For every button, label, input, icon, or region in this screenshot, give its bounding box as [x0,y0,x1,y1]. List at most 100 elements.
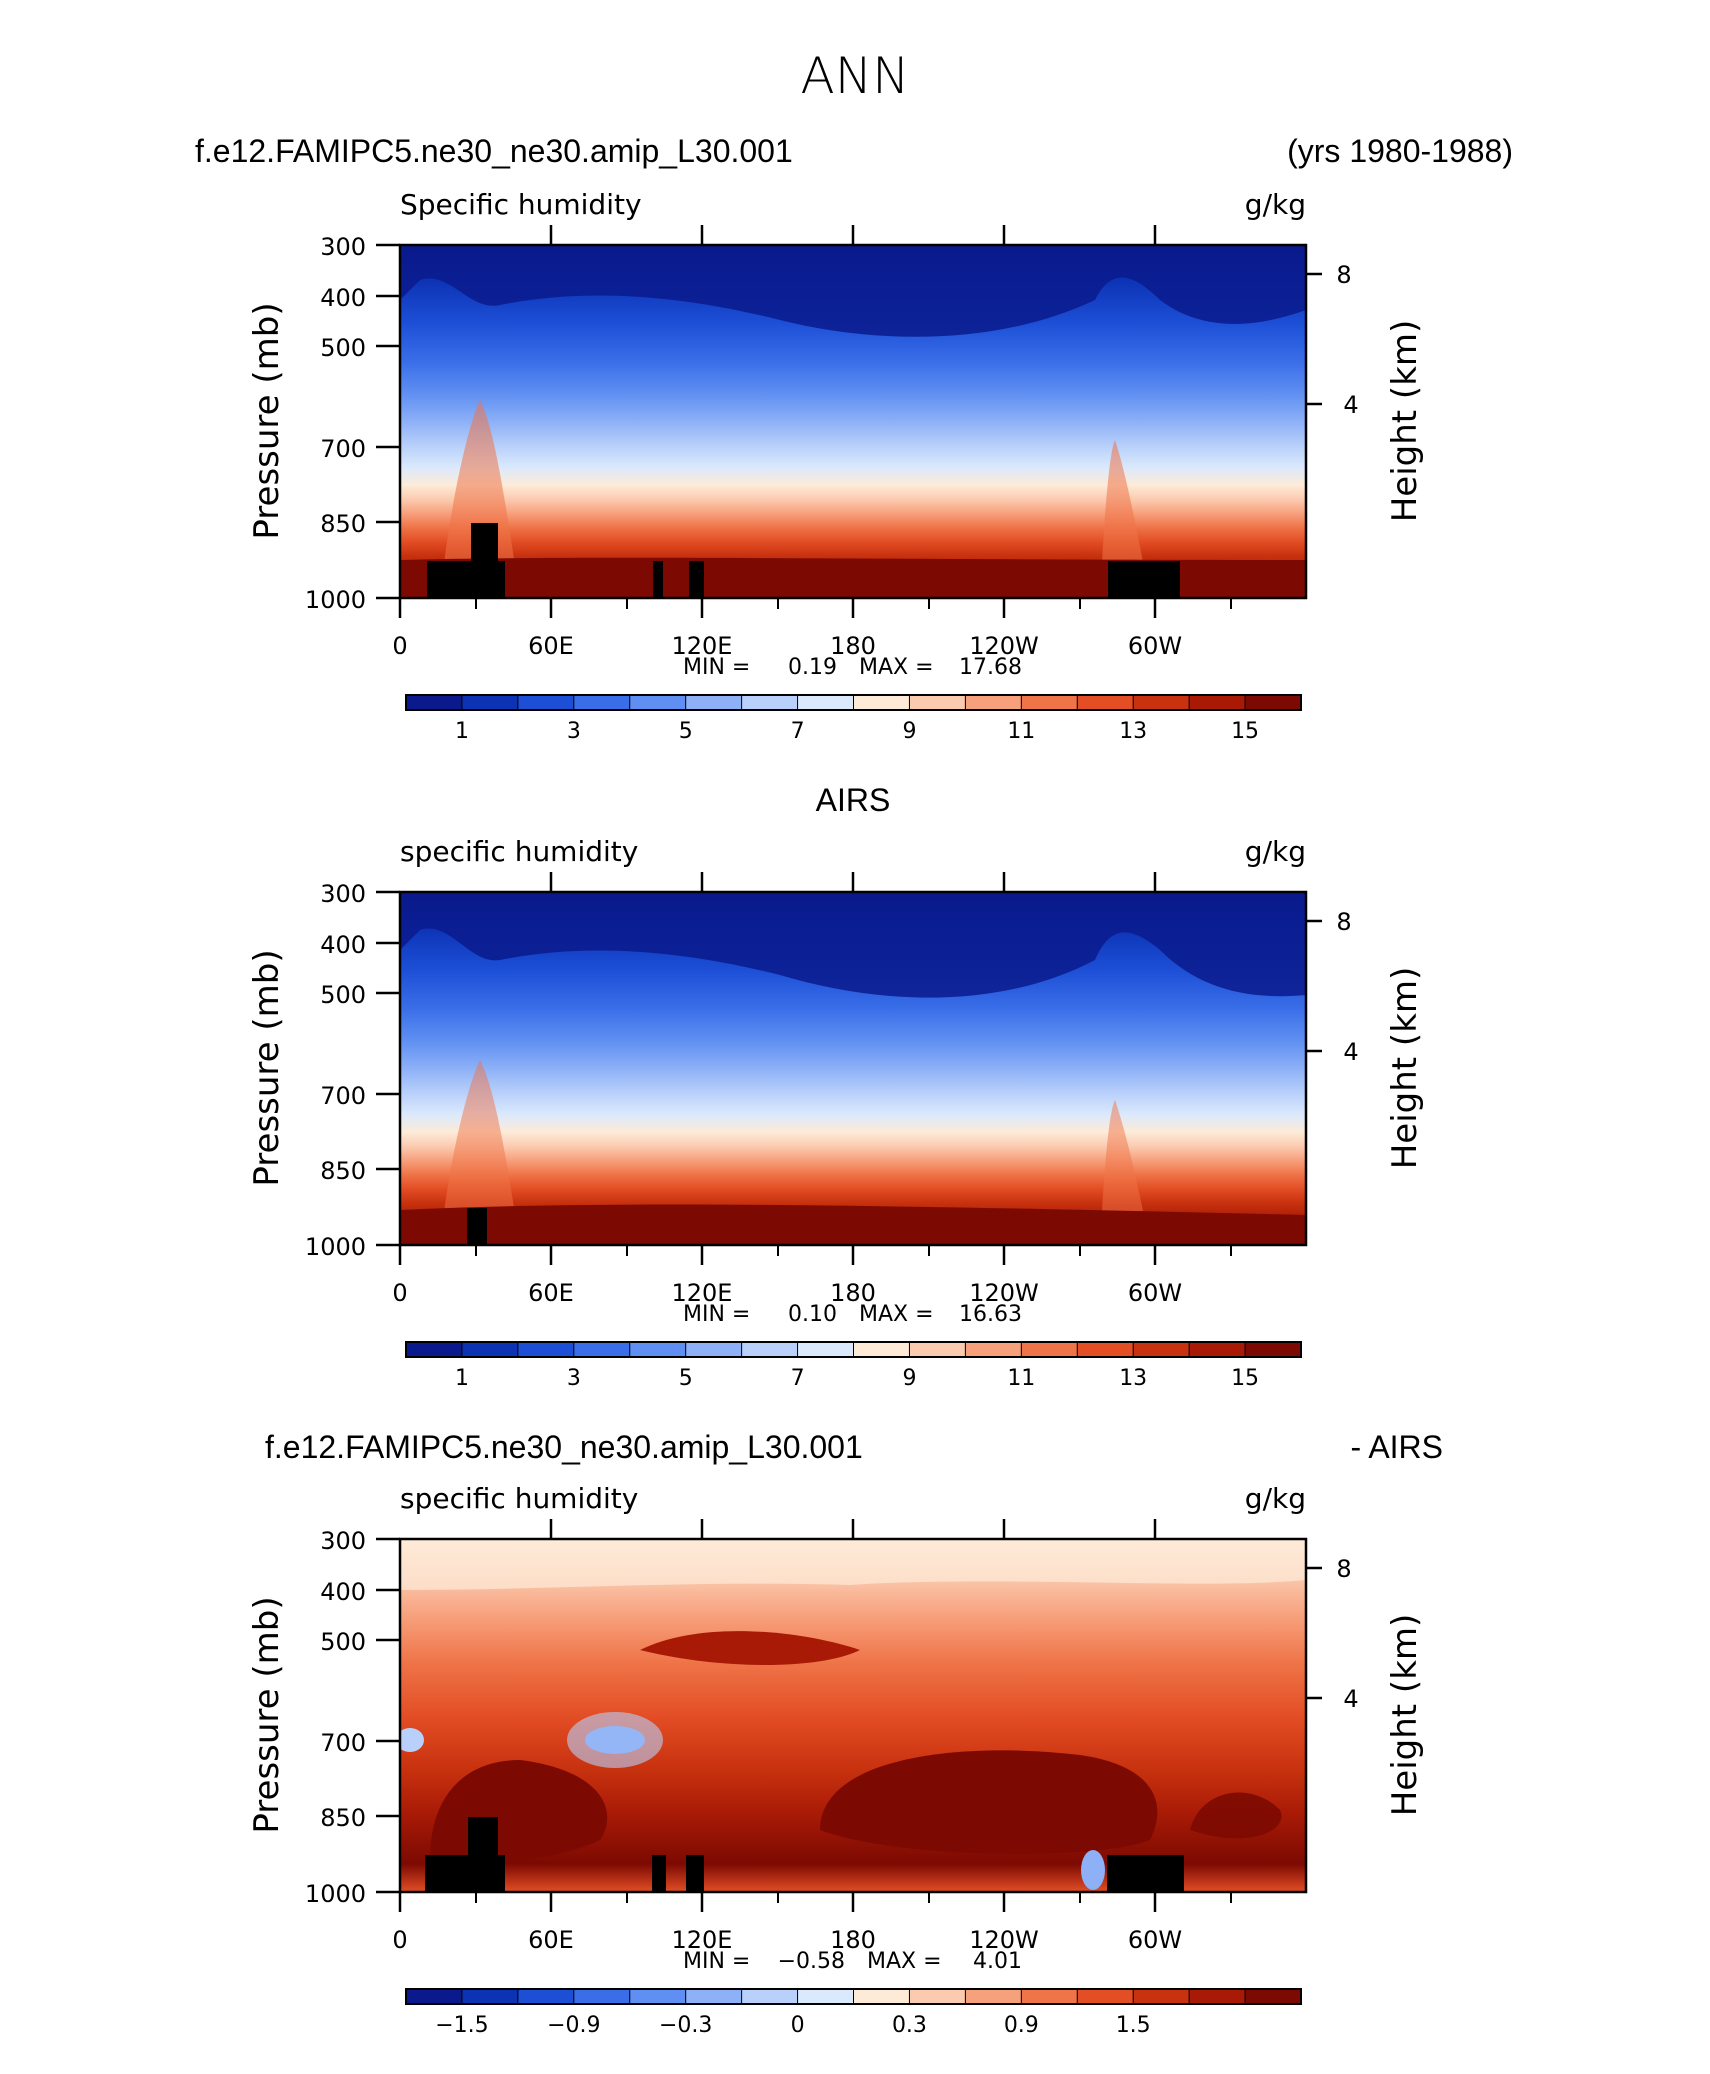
colorbar-swatch [573,694,631,711]
colorbar-swatch [573,1988,631,2005]
panel-1-xtick: 60E [528,632,574,660]
panel-2-ytick: 1000 [305,1233,366,1261]
colorbar-label: 1 [455,1366,469,1391]
colorbar-label: 7 [791,1366,805,1391]
colorbar-swatch [1188,1341,1247,1358]
colorbar-swatch [908,694,967,711]
colorbar-swatch [1244,1341,1302,1358]
panel-2-xtick: 60E [528,1279,574,1307]
colorbar-swatch [405,694,463,711]
colorbar-swatch [964,1341,1023,1358]
colorbar-swatch [1132,1341,1191,1358]
panel-3-y-axis: 300 400 500 700 850 1000 Pressure (mb) [247,1527,400,1908]
panel-1-ytick: 300 [320,233,366,261]
panel-1-variable: Specific humidity [400,188,642,221]
panel-2-ytick: 400 [320,931,366,959]
colorbar-swatch [573,1341,631,1358]
panel-2-y2-axis: 8 4 Height (km) [1306,908,1425,1169]
colorbar-swatch [797,694,855,711]
panel-3-xtick: 120E [672,1926,733,1954]
panel-3-ytick: 850 [320,1804,366,1832]
colorbar-swatch [1076,1341,1135,1358]
colorbar-label: 3 [567,719,581,744]
panel-1-max-value: 17.68 [959,655,1022,680]
colorbar-swatch [1132,1988,1191,2005]
panel-1-y2label: Height (km) [1385,320,1425,523]
panel-1-y2tick: 8 [1336,261,1351,289]
panel-3-ylabel: Pressure (mb) [247,1596,287,1833]
panel-3-variable: specific humidity [400,1482,638,1515]
panel-3-y2tick: 8 [1336,1555,1351,1583]
panel-2-ylabel: Pressure (mb) [247,949,287,1186]
panel-1-field [400,245,1306,598]
panel-1-y-axis: 300 400 500 700 850 1000 Pressure (mb) [247,233,400,614]
colorbar-label: 13 [1119,1366,1147,1391]
colorbar-swatch [908,1988,967,2005]
colorbar-label: 0 [791,2013,805,2038]
colorbar-swatch [517,694,575,711]
panel-1-xtick: 180 [830,632,876,660]
colorbar-swatch [629,1988,687,2005]
panel-2-topography [467,1208,487,1245]
panel-2-xtick: 180 [830,1279,876,1307]
panel-3-xtick: 0 [392,1926,407,1954]
panel-3-ytick: 500 [320,1628,366,1656]
panel-3-xtick: 60W [1128,1926,1182,1954]
colorbar-swatch [405,1988,463,2005]
panel-2-min-label: MIN = [683,1302,750,1327]
colorbar-swatch [1188,1988,1247,2005]
colorbar-swatch [1076,694,1135,711]
panel-3-y2label: Height (km) [1385,1614,1425,1817]
colorbar-label: 15 [1231,719,1259,744]
panel-3-topography [425,1817,1184,1892]
colorbar-label: 5 [679,719,693,744]
panel-3-colorbar: −1.5 −0.9 −0.3 0 0.3 0.9 1.5 [405,1988,1302,2038]
panel-2-y2label: Height (km) [1385,967,1425,1170]
panel-3-min-value: −0.58 [778,1949,845,1974]
panel-1-xtick: 60W [1128,632,1182,660]
panel-3-title-right: - AIRS [1351,1429,1443,1465]
colorbar-swatch [964,1988,1023,2005]
colorbar-swatch [461,1341,519,1358]
panel-2-ytick: 300 [320,880,366,908]
panel-2-minmax: MIN = 0.10 MAX = 16.63 [683,1302,1022,1327]
panel-2-title-center: AIRS [816,782,891,818]
panel-1-ytick: 400 [320,284,366,312]
panel-1-title-left: f.e12.FAMIPC5.ne30_ne30.amip_L30.001 [195,133,793,169]
colorbar-swatch [797,1988,855,2005]
colorbar-label: 5 [679,1366,693,1391]
panel-3-ytick: 300 [320,1527,366,1555]
panel-1-x-axis: 0 60E 120E 180 120W 60W [392,225,1232,660]
colorbar-swatch [405,1341,463,1358]
panel-2-ytick: 500 [320,981,366,1009]
panel-2-max-label: MAX = [859,1302,934,1327]
panel-3-ytick: 1000 [305,1880,366,1908]
colorbar-swatch [685,1988,743,2005]
panel-2-colorbar: 1 3 5 7 9 11 13 15 [405,1341,1302,1391]
colorbar-label: 9 [902,1366,916,1391]
panel-3-max-label: MAX = [867,1949,942,1974]
colorbar-label: 15 [1231,1366,1259,1391]
colorbar-label: 9 [902,719,916,744]
colorbar-swatch [1076,1988,1135,2005]
panel-2-xtick: 0 [392,1279,407,1307]
colorbar-label: 7 [791,719,805,744]
panel-2-y2tick: 4 [1343,1038,1358,1066]
panel-1-minmax: MIN = 0.19 MAX = 17.68 [683,655,1022,680]
panel-2-units: g/kg [1245,835,1306,868]
panel-2-y-axis: 300 400 500 700 850 1000 Pressure (mb) [247,880,400,1261]
panel-2-variable: specific humidity [400,835,638,868]
colorbar-label: −0.9 [547,2013,600,2038]
panel-3-max-value: 4.01 [973,1949,1022,1974]
panel-3-title-left: f.e12.FAMIPC5.ne30_ne30.amip_L30.001 [265,1429,863,1465]
panel-1-y2-axis: 8 4 Height (km) [1306,261,1425,522]
panel-1-title-right: (yrs 1980-1988) [1287,133,1513,169]
panel-1-min-label: MIN = [683,655,750,680]
colorbar-swatch [461,694,519,711]
panel-1-xtick: 120W [969,632,1039,660]
colorbar-swatch [797,1341,855,1358]
panel-2: AIRS specific humidity g/kg 300 400 500 … [247,782,1425,1391]
panel-1-ytick: 850 [320,510,366,538]
panel-2-ytick: 850 [320,1157,366,1185]
